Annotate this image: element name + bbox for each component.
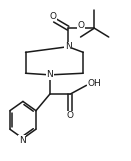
Text: OH: OH [88,79,101,88]
Text: O: O [67,111,74,120]
Text: N: N [46,70,53,79]
Text: O: O [77,21,84,30]
Text: N: N [65,42,72,51]
Text: O: O [50,12,57,21]
Text: N: N [19,136,26,145]
